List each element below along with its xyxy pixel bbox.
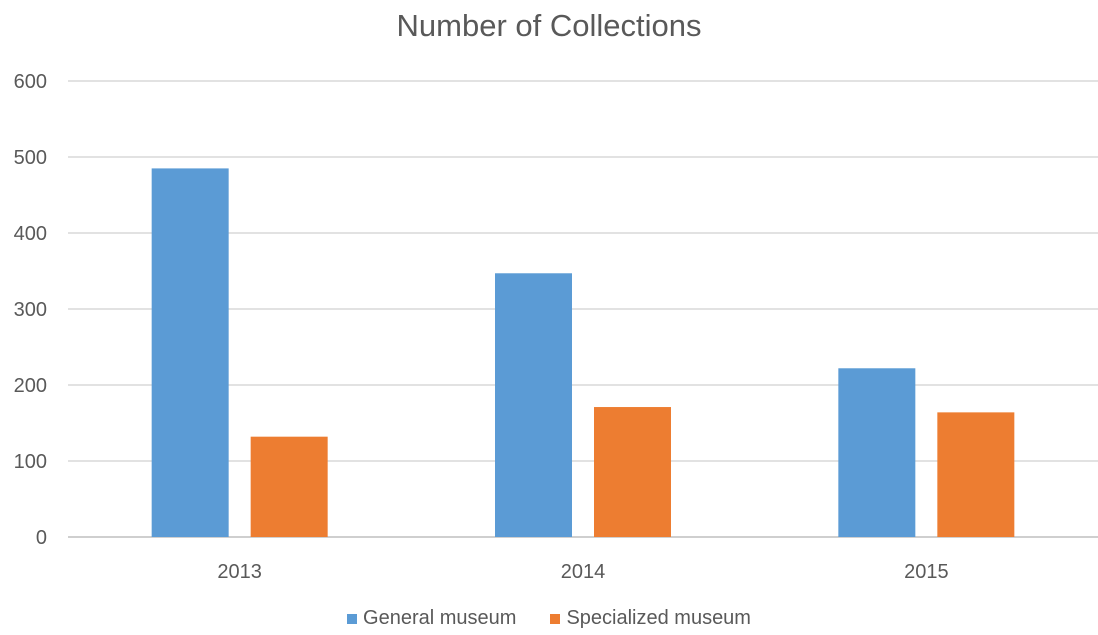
bar-specialized-museum-2015 <box>937 412 1015 537</box>
chart-title: Number of Collections <box>396 8 702 43</box>
y-tick-label-300: 300 <box>14 299 47 321</box>
bar-general-museum-2015 <box>838 368 916 537</box>
bar-specialized-museum-2014 <box>594 407 671 537</box>
legend-swatch-specialized-museum <box>550 613 561 624</box>
legend-item-general-museum: General museum <box>347 607 516 630</box>
y-tick-label-200: 200 <box>14 375 47 397</box>
legend-label-specialized-museum: Specialized museum <box>566 607 751 629</box>
x-tick-label-2013: 2013 <box>217 561 262 583</box>
legend-swatch-general-museum <box>347 613 358 624</box>
legend-label-general-museum: General museum <box>363 607 517 629</box>
bar-general-museum-2014 <box>495 273 572 537</box>
y-tick-label-0: 0 <box>36 527 47 549</box>
chart-legend: General museum Specialized museum <box>0 607 1098 630</box>
y-tick-label-500: 500 <box>14 147 47 169</box>
y-tick-label-100: 100 <box>14 451 47 473</box>
legend-item-specialized-museum: Specialized museum <box>550 607 751 630</box>
y-tick-label-400: 400 <box>14 223 47 245</box>
bar-specialized-museum-2013 <box>250 436 328 537</box>
x-tick-label-2015: 2015 <box>904 561 949 583</box>
y-tick-label-600: 600 <box>14 71 47 93</box>
x-tick-label-2014: 2014 <box>561 561 606 583</box>
bar-general-museum-2013 <box>151 168 229 537</box>
